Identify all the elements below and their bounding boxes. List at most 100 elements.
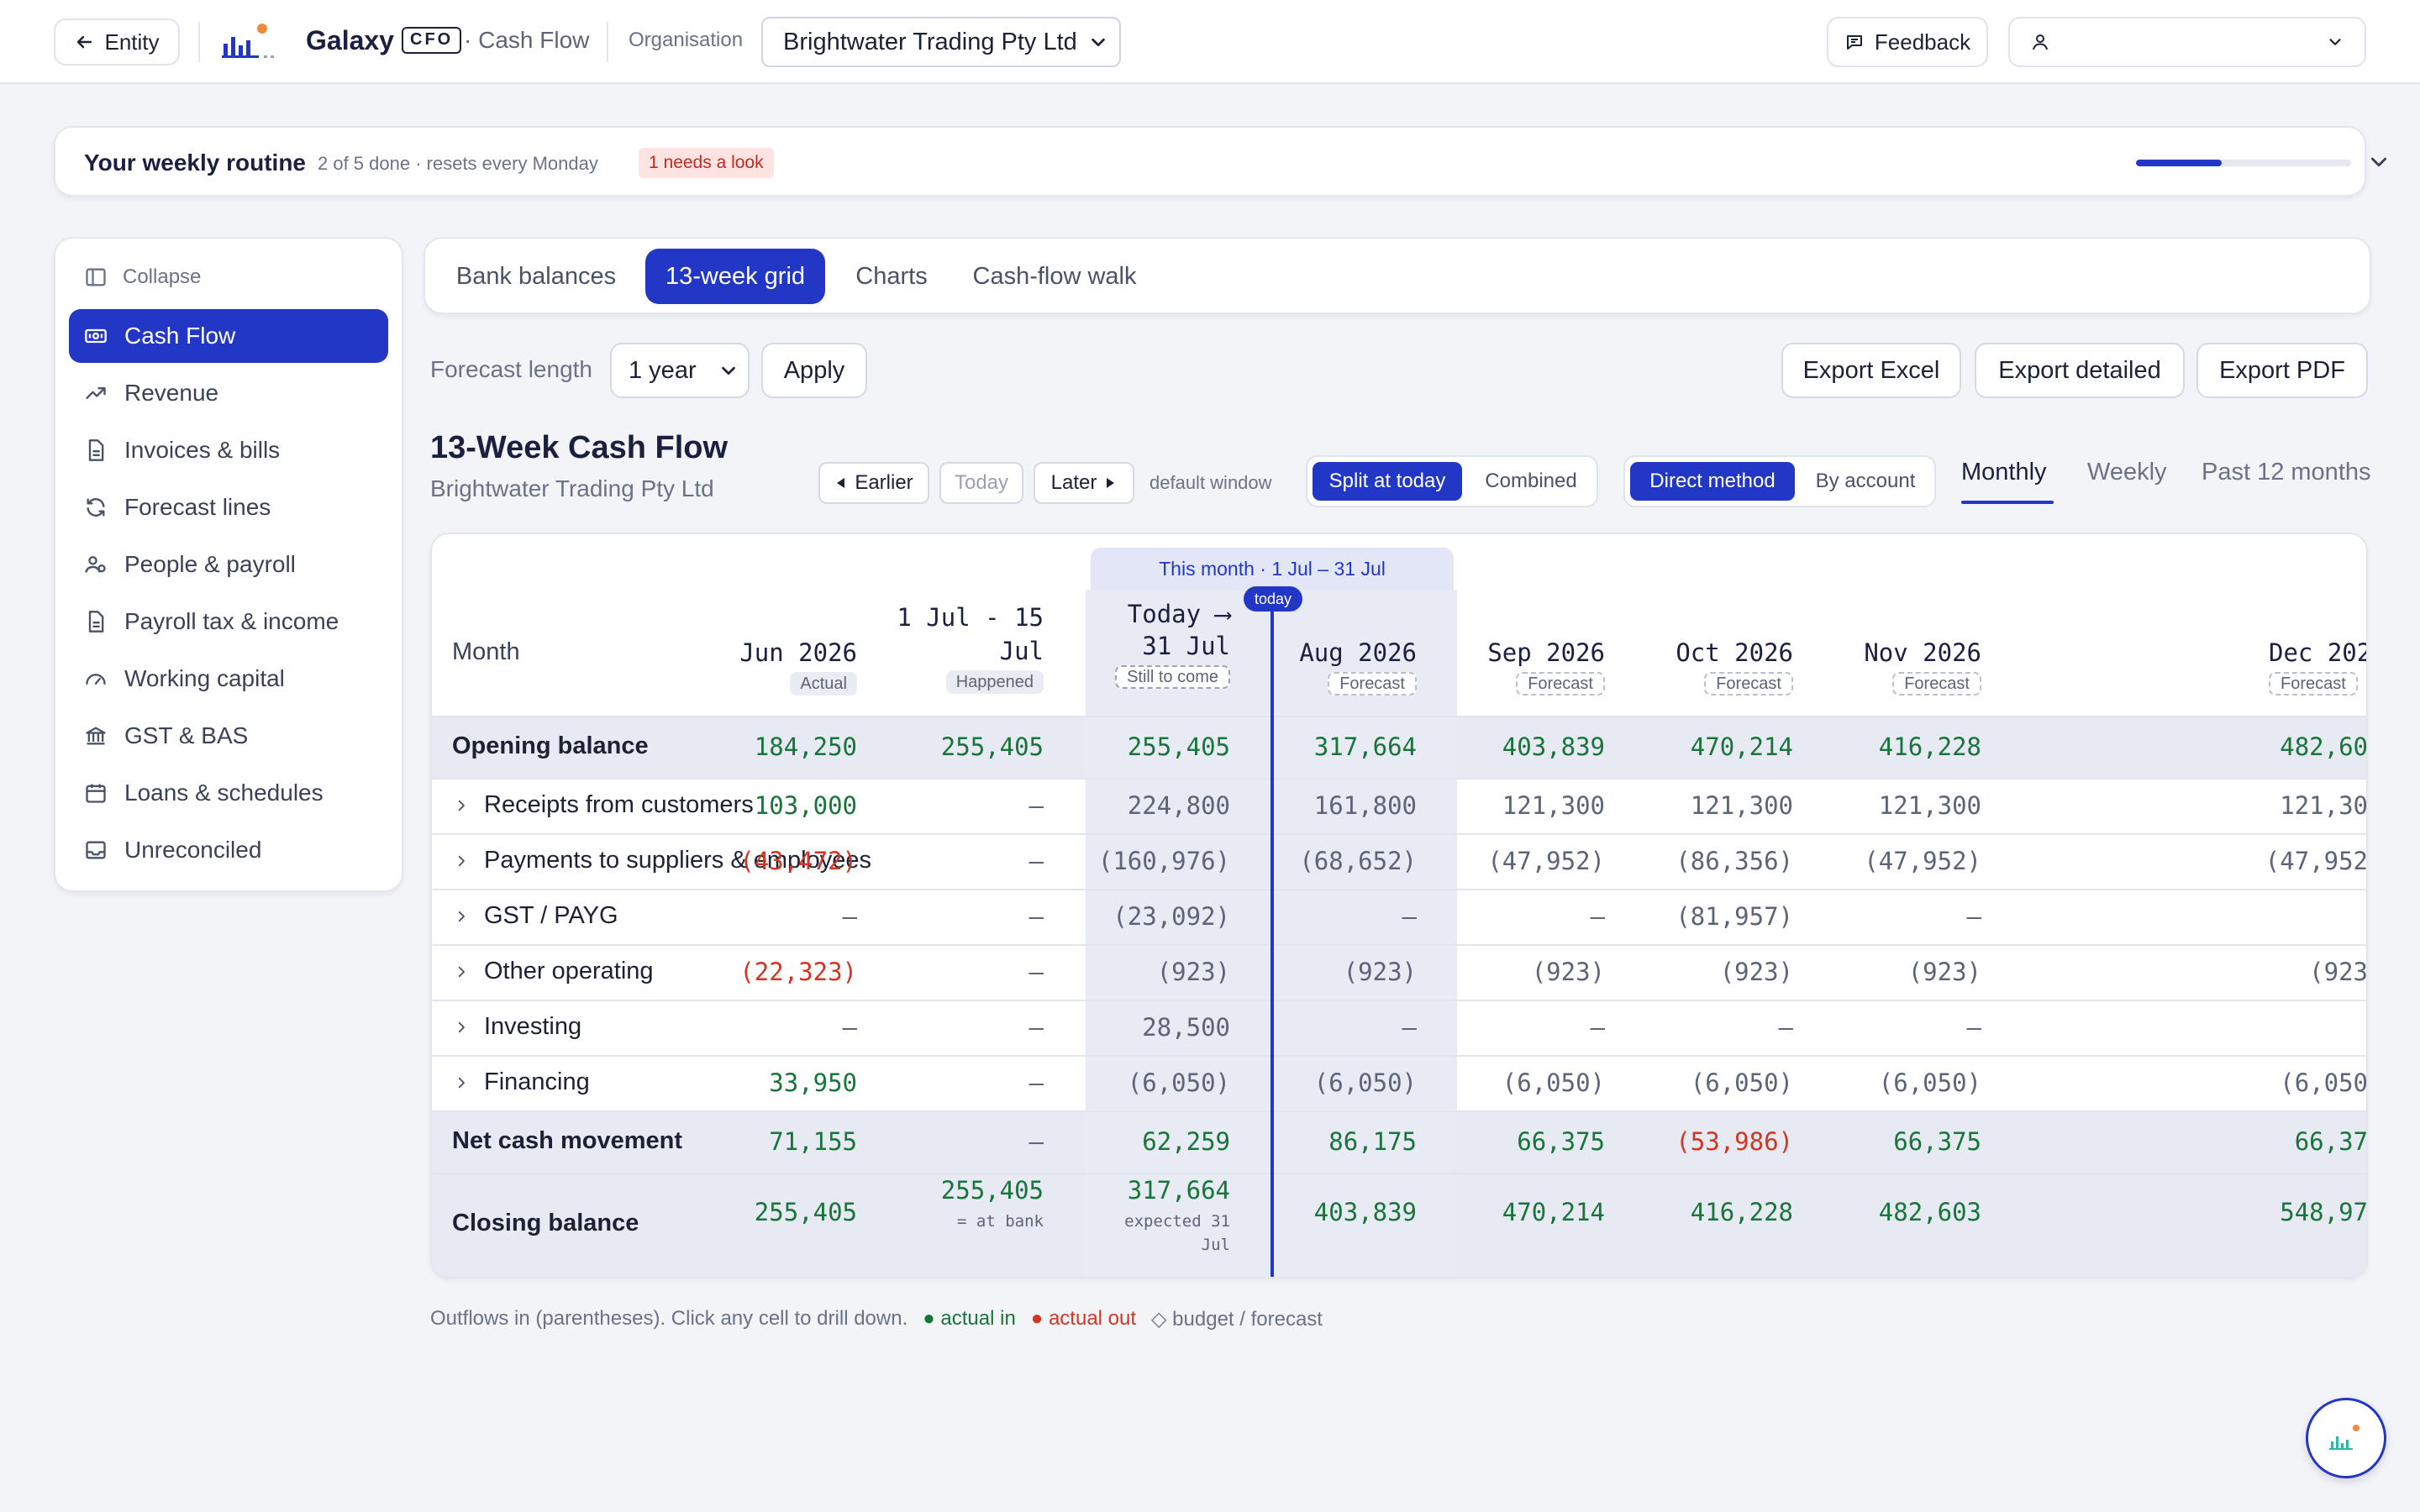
period-weekly[interactable]: Weekly xyxy=(2087,459,2167,486)
weekly-routine-bar[interactable]: Your weekly routine 2 of 5 done · resets… xyxy=(54,126,2386,197)
earlier-button[interactable]: Earlier xyxy=(818,462,929,504)
grid-cell[interactable]: – xyxy=(842,1013,857,1042)
grid-cell[interactable]: – xyxy=(1590,1013,1605,1042)
direct-method-option[interactable]: Direct method xyxy=(1630,462,1795,501)
grid-cell[interactable]: – xyxy=(1028,1013,1044,1042)
column-header-nov-2026[interactable]: Nov 2026 Forecast xyxy=(1864,638,1981,696)
grid-cell[interactable]: (6,050) xyxy=(1313,1068,1417,1097)
grid-cell[interactable]: 317,664 xyxy=(1127,1176,1230,1205)
grid-cell[interactable]: 255,405 xyxy=(940,1176,1044,1205)
grid-cell[interactable]: 103,000 xyxy=(754,791,857,820)
grid-cell[interactable]: 62,259 xyxy=(1142,1127,1230,1156)
grid-cell[interactable]: 86,175 xyxy=(1328,1127,1417,1156)
grid-cell[interactable]: 71,155 xyxy=(769,1127,857,1156)
chevron-down-icon[interactable] xyxy=(2366,150,2391,175)
sidebar-item-forecast-lines[interactable]: Forecast lines xyxy=(69,480,388,534)
grid-cell[interactable]: – xyxy=(1028,791,1044,820)
grid-cell[interactable]: (923) xyxy=(1531,958,1605,986)
sidebar-item-payroll-tax[interactable]: Payroll tax & income xyxy=(69,595,388,648)
grid-cell[interactable]: 416,228 xyxy=(1878,732,1981,761)
grid-cell[interactable]: (47,952) xyxy=(1864,847,1981,875)
grid-cell[interactable]: 66,37 xyxy=(2294,1127,2368,1156)
grid-cell[interactable]: – xyxy=(842,902,857,931)
sidebar-item-cash-flow[interactable]: Cash Flow xyxy=(69,309,388,363)
grid-cell[interactable]: (47,952) xyxy=(1487,847,1605,875)
column-header-happened[interactable]: 1 Jul - 15 Jul Happened xyxy=(897,603,1044,694)
grid-cell[interactable]: 121,300 xyxy=(1878,791,1981,820)
grid-cell[interactable]: – xyxy=(1028,902,1044,931)
grid-cell[interactable]: 224,800 xyxy=(1127,791,1230,820)
grid-cell[interactable]: (923) xyxy=(1719,958,1793,986)
grid-cell[interactable]: 255,405 xyxy=(1127,732,1230,761)
grid-cell[interactable]: 161,800 xyxy=(1313,791,1417,820)
grid-cell[interactable]: (160,976) xyxy=(1097,847,1230,875)
grid-cell[interactable]: (43,472) xyxy=(739,847,857,875)
row-label-receipts[interactable]: Receipts from customers xyxy=(454,791,754,819)
column-header-jun-2026[interactable]: Jun 2026 Actual xyxy=(739,638,857,696)
sidebar-item-people-payroll[interactable]: People & payroll xyxy=(69,538,388,591)
grid-cell[interactable]: (923 xyxy=(2309,958,2368,986)
grid-cell[interactable]: 416,228 xyxy=(1690,1198,1793,1226)
today-button[interactable]: Today xyxy=(939,462,1023,504)
column-header-oct-2026[interactable]: Oct 2026 Forecast xyxy=(1676,638,1793,696)
row-label-payments[interactable]: Payments to suppliers & employees xyxy=(454,847,871,874)
grid-cell[interactable]: 121,30 xyxy=(2280,791,2368,820)
grid-cell[interactable]: (923) xyxy=(1156,958,1230,986)
grid-cell[interactable]: (47,952 xyxy=(2265,847,2368,875)
row-label-financing[interactable]: Financing xyxy=(454,1068,590,1096)
apply-button[interactable]: Apply xyxy=(761,343,867,398)
grid-cell[interactable]: (6,050) xyxy=(1502,1068,1605,1097)
period-monthly[interactable]: Monthly xyxy=(1961,459,2047,486)
grid-cell[interactable]: 184,250 xyxy=(754,732,857,761)
grid-cell[interactable]: (6,050) xyxy=(1878,1068,1981,1097)
grid-cell[interactable]: 482,603 xyxy=(1878,1198,1981,1226)
grid-cell[interactable]: 403,839 xyxy=(1502,732,1605,761)
grid-cell[interactable]: 255,405 xyxy=(754,1198,857,1226)
grid-cell[interactable]: 255,405 xyxy=(940,732,1044,761)
grid-cell[interactable]: 121,300 xyxy=(1690,791,1793,820)
grid-cell[interactable]: (6,050 xyxy=(2280,1068,2368,1097)
grid-cell[interactable]: 66,375 xyxy=(1893,1127,1981,1156)
tab-bank-balances[interactable]: Bank balances xyxy=(455,262,617,290)
grid-cell[interactable]: (6,050) xyxy=(1127,1068,1230,1097)
user-menu[interactable] xyxy=(2008,17,2366,67)
combined-option[interactable]: Combined xyxy=(1485,470,1577,492)
export-detailed-button[interactable]: Export detailed xyxy=(1975,343,2185,398)
column-header-sep-2026[interactable]: Sep 2026 Forecast xyxy=(1487,638,1605,696)
grid-cell[interactable]: 121,300 xyxy=(1502,791,1605,820)
sidebar-item-unreconciled[interactable]: Unreconciled xyxy=(69,823,388,877)
grid-cell[interactable]: – xyxy=(1028,1068,1044,1097)
grid-cell[interactable]: – xyxy=(1402,902,1417,931)
grid-cell[interactable]: (53,986) xyxy=(1676,1127,1793,1156)
row-label-other-operating[interactable]: Other operating xyxy=(454,958,654,985)
sidebar-item-working-capital[interactable]: Working capital xyxy=(69,652,388,706)
sidebar-item-invoices-bills[interactable]: Invoices & bills xyxy=(69,423,388,477)
grid-cell[interactable]: (923) xyxy=(1343,958,1417,986)
sidebar-item-loans-schedules[interactable]: Loans & schedules xyxy=(69,766,388,820)
grid-cell[interactable]: 470,214 xyxy=(1502,1198,1605,1226)
by-account-option[interactable]: By account xyxy=(1815,470,1916,492)
column-header-dec-2026[interactable]: Dec 202 Forecast xyxy=(2269,638,2366,696)
tab-cash-flow-walk[interactable]: Cash-flow walk xyxy=(972,262,1137,290)
period-past-12-months[interactable]: Past 12 months xyxy=(2202,459,2371,486)
grid-cell[interactable]: 28,500 xyxy=(1142,1013,1230,1042)
grid-cell[interactable]: 470,214 xyxy=(1690,732,1793,761)
export-pdf-button[interactable]: Export PDF xyxy=(2196,343,2368,398)
sidebar-item-revenue[interactable]: Revenue xyxy=(69,366,388,420)
grid-cell[interactable]: 548,97 xyxy=(2280,1198,2368,1226)
grid-cell[interactable]: 403,839 xyxy=(1313,1198,1417,1226)
export-excel-button[interactable]: Export Excel xyxy=(1781,343,1961,398)
back-to-entity-button[interactable]: Entity xyxy=(54,18,180,66)
grid-cell[interactable]: – xyxy=(1966,1013,1981,1042)
grid-cell[interactable]: 317,664 xyxy=(1313,732,1417,761)
feedback-button[interactable]: Feedback xyxy=(1827,17,1988,67)
grid-cell[interactable]: – xyxy=(1590,902,1605,931)
grid-cell[interactable]: – xyxy=(1028,847,1044,875)
row-label-gst-payg[interactable]: GST / PAYG xyxy=(454,902,618,930)
tab-13-week-grid[interactable]: 13-week grid xyxy=(645,249,825,304)
grid-cell[interactable]: (22,323) xyxy=(739,958,857,986)
column-header-aug-2026[interactable]: Aug 2026 Forecast xyxy=(1299,638,1417,696)
grid-cell[interactable]: – xyxy=(1966,902,1981,931)
later-button[interactable]: Later xyxy=(1034,462,1134,504)
sidebar-item-gst-bas[interactable]: GST & BAS xyxy=(69,709,388,763)
